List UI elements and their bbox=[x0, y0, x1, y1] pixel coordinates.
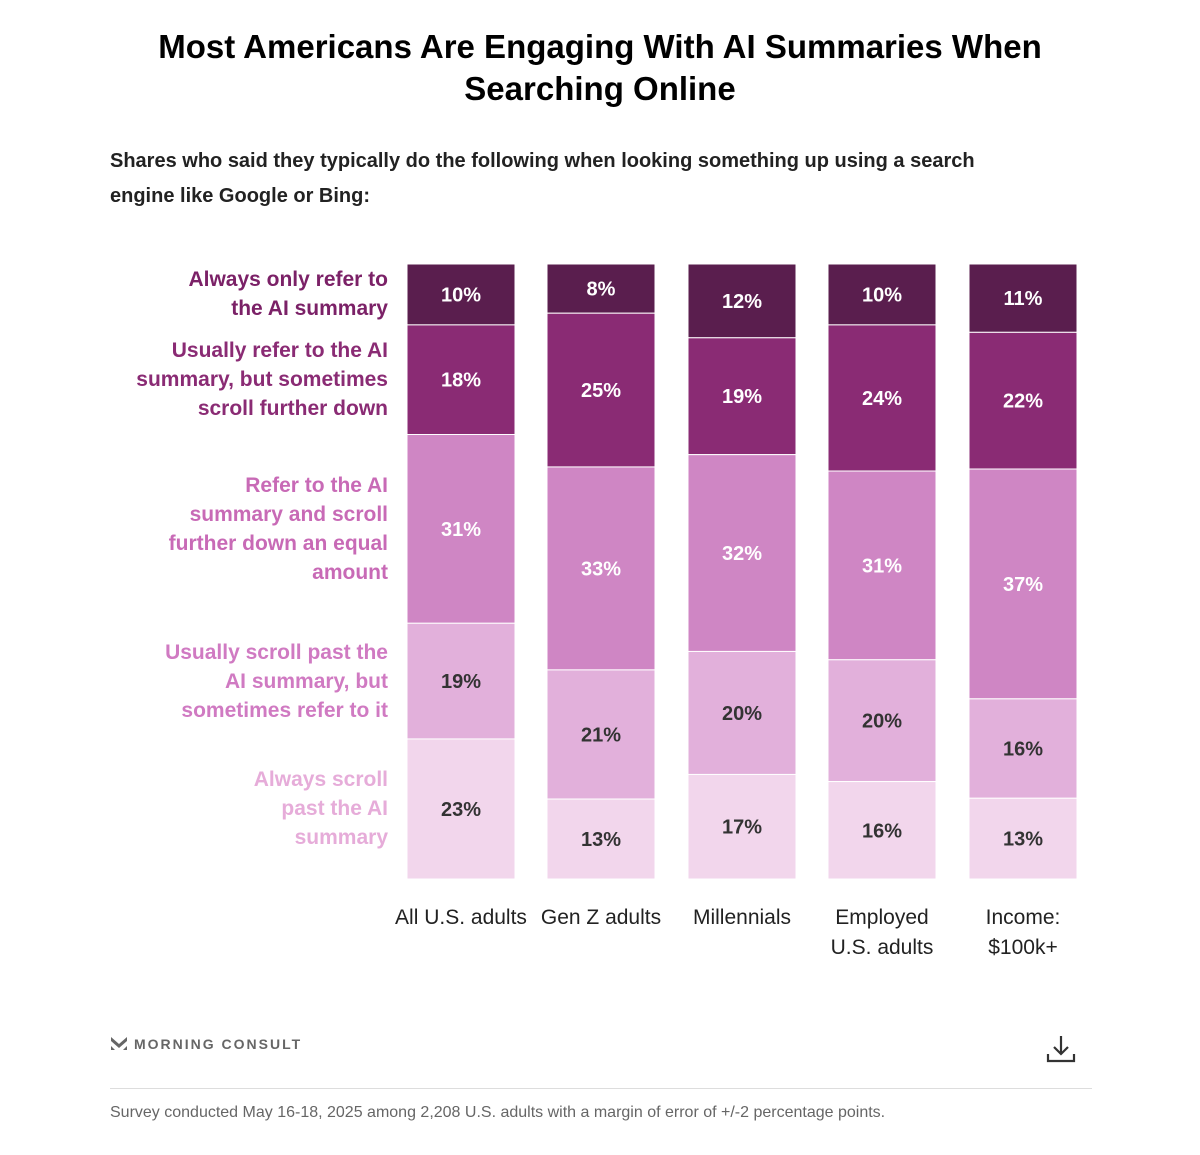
bar-segment bbox=[827, 781, 937, 880]
data-label: 31% bbox=[441, 519, 481, 541]
bar-segment bbox=[546, 263, 656, 314]
bar-segment bbox=[687, 454, 797, 652]
download-button[interactable] bbox=[1044, 1032, 1078, 1071]
bar-segment bbox=[546, 798, 656, 880]
data-label: 33% bbox=[581, 558, 621, 580]
bar-segment bbox=[406, 738, 516, 880]
data-label: 31% bbox=[862, 555, 902, 577]
bar-segment bbox=[406, 622, 516, 740]
data-label: 16% bbox=[1003, 739, 1043, 761]
data-label: 10% bbox=[441, 284, 481, 306]
data-label: 8% bbox=[587, 279, 616, 301]
bar-segment bbox=[406, 433, 516, 624]
data-label: 13% bbox=[581, 829, 621, 851]
morning-consult-logo: MORNING CONSULT bbox=[110, 1036, 302, 1052]
data-label: 24% bbox=[862, 388, 902, 410]
legend-label: Refer to the AI summary and scroll furth… bbox=[168, 473, 388, 584]
footnote: Survey conducted May 16-18, 2025 among 2… bbox=[110, 1104, 886, 1121]
logo-mark-icon bbox=[111, 1037, 127, 1050]
bar-segment bbox=[827, 659, 937, 783]
category-label: Income: $100k+ bbox=[985, 906, 1061, 959]
data-label: 19% bbox=[722, 386, 762, 408]
bar-segment bbox=[827, 324, 937, 472]
data-label: 18% bbox=[441, 370, 481, 392]
data-label: 16% bbox=[862, 820, 902, 842]
category-label: All U.S. adults bbox=[395, 906, 527, 929]
chart-title: Most Americans Are Engaging With AI Summ… bbox=[158, 28, 1042, 107]
bar-segment bbox=[546, 466, 656, 671]
data-label: 23% bbox=[441, 799, 481, 821]
bar-segment bbox=[406, 324, 516, 435]
data-label: 11% bbox=[1004, 288, 1043, 310]
bar-segment bbox=[968, 331, 1078, 470]
bar-segment bbox=[687, 337, 797, 456]
bar-segment bbox=[827, 263, 937, 326]
data-label: 25% bbox=[581, 380, 621, 402]
legend-label: Always scroll past the AI summary bbox=[253, 768, 388, 850]
bar-segment bbox=[687, 263, 797, 339]
chart-subtitle: Shares who said they typically do the fo… bbox=[110, 150, 975, 207]
bar-segment bbox=[827, 470, 937, 661]
data-label: 20% bbox=[862, 711, 902, 733]
data-label: 22% bbox=[1003, 391, 1043, 413]
data-label: 13% bbox=[1003, 829, 1043, 851]
bar-segment bbox=[687, 650, 797, 775]
bar-segment bbox=[968, 797, 1078, 880]
data-label: 37% bbox=[1003, 574, 1043, 596]
data-label: 21% bbox=[581, 724, 621, 746]
data-label: 20% bbox=[722, 703, 762, 725]
data-label: 10% bbox=[862, 284, 902, 306]
data-label: 32% bbox=[722, 543, 762, 565]
legend-label: Usually scroll past the AI summary, but … bbox=[165, 640, 388, 722]
legend-label: Always only refer to the AI summary bbox=[188, 268, 388, 321]
divider bbox=[110, 1088, 1092, 1089]
bar-segment bbox=[687, 773, 797, 880]
bar-segment bbox=[968, 468, 1078, 700]
category-label: Gen Z adults bbox=[540, 906, 662, 929]
legend-label: Usually refer to the AI summary, but som… bbox=[136, 339, 388, 421]
bar-segment bbox=[968, 263, 1078, 333]
data-label: 12% bbox=[722, 291, 762, 313]
download-icon bbox=[1046, 1036, 1076, 1063]
data-label: 19% bbox=[441, 671, 481, 693]
category-label: Millennials bbox=[692, 906, 792, 929]
bar-segment bbox=[546, 312, 656, 468]
category-label: Employed U.S. adults bbox=[830, 906, 934, 959]
bar-segment bbox=[406, 263, 516, 326]
bar-segment bbox=[546, 669, 656, 800]
bar-segment bbox=[968, 698, 1078, 799]
data-label: 17% bbox=[722, 817, 762, 839]
brand-name: MORNING CONSULT bbox=[134, 1036, 303, 1052]
